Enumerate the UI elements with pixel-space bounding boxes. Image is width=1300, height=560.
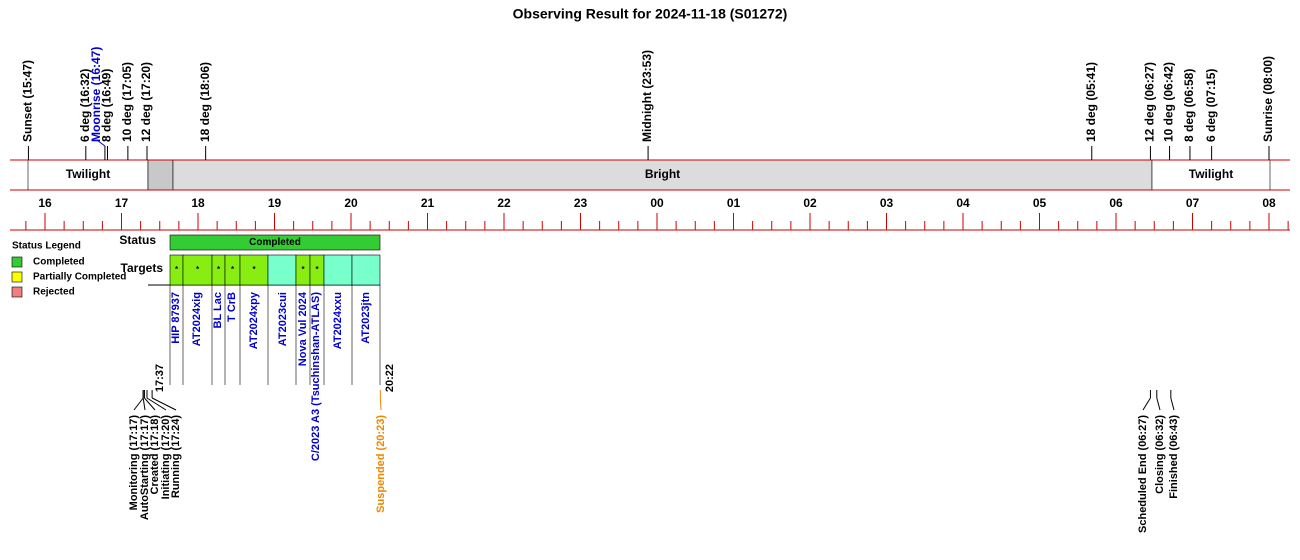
target-mark: * bbox=[315, 265, 319, 274]
leader bbox=[151, 397, 177, 411]
start-time: 17:37 bbox=[154, 364, 166, 392]
legend-swatch bbox=[11, 256, 23, 268]
target-name: C/2023 A3 (Tsuchinshan-ATLAS) bbox=[310, 292, 322, 461]
event-label: 6 deg (16:32) bbox=[78, 69, 92, 142]
event-label: Finished (06:43) bbox=[1168, 415, 1180, 499]
event-label: Moonrise (16:47) bbox=[89, 47, 103, 142]
title: Observing Result for 2024-11-18 (S01272) bbox=[513, 6, 788, 22]
event-label: Running (17:24) bbox=[170, 415, 182, 498]
event-label: 18 deg (18:06) bbox=[198, 62, 212, 142]
hour-label: 06 bbox=[1109, 196, 1123, 210]
target-name: BL Lac bbox=[212, 292, 224, 328]
hour-label: 07 bbox=[1186, 196, 1200, 210]
leader bbox=[146, 397, 167, 411]
target-name: Nova Vul 2024 bbox=[297, 291, 309, 366]
legend-label: Completed bbox=[33, 257, 85, 268]
target-mark: * bbox=[217, 265, 221, 274]
event-label: 10 deg (17:05) bbox=[120, 62, 134, 142]
target-name: AT2024xig bbox=[191, 292, 203, 346]
event-label: Sunrise (08:00) bbox=[1261, 56, 1275, 142]
event-label: Scheduled End (06:27) bbox=[1137, 415, 1149, 533]
legend-swatch bbox=[11, 286, 23, 298]
event-label: Sunset (15:47) bbox=[21, 60, 35, 142]
band-label: Twilight bbox=[1189, 167, 1233, 181]
leader bbox=[96, 139, 106, 147]
band-label: Twilight bbox=[66, 167, 110, 181]
target-name: AT2024xxu bbox=[332, 292, 344, 349]
event-label: 12 deg (17:20) bbox=[139, 62, 153, 142]
target-name: AT2023cui bbox=[277, 292, 289, 346]
leader bbox=[133, 397, 144, 411]
band bbox=[172, 159, 1153, 191]
hour-label: 18 bbox=[191, 196, 205, 210]
hour-label: 05 bbox=[1033, 196, 1047, 210]
hour-label: 20 bbox=[344, 196, 358, 210]
band bbox=[27, 159, 149, 191]
band bbox=[147, 159, 174, 191]
hour-label: 19 bbox=[268, 196, 282, 210]
legend-label: Partially Completed bbox=[33, 272, 126, 283]
event-label: 10 deg (06:42) bbox=[1162, 62, 1176, 142]
target-name: T CrB bbox=[226, 292, 238, 322]
target-mark: * bbox=[175, 265, 179, 274]
hour-label: 00 bbox=[650, 196, 664, 210]
event-label: Initiating (17:20) bbox=[160, 415, 172, 500]
target-name: AT2023jtn bbox=[360, 292, 372, 344]
hour-label: 16 bbox=[38, 196, 52, 210]
event-label: 8 deg (16:49) bbox=[100, 69, 114, 142]
target-cell bbox=[182, 254, 213, 286]
legend-swatch bbox=[11, 271, 23, 283]
event-label: Suspended (20:23) bbox=[375, 415, 387, 513]
event-label: Monitoring (17:17) bbox=[128, 415, 140, 511]
leader bbox=[144, 397, 156, 411]
event-label: 8 deg (06:58) bbox=[1182, 69, 1196, 142]
leader bbox=[379, 397, 382, 411]
target-mark: * bbox=[196, 265, 200, 274]
target-mark: * bbox=[252, 265, 256, 274]
event-label: 6 deg (07:15) bbox=[1204, 69, 1218, 142]
event-label: Closing (06:32) bbox=[1154, 415, 1166, 494]
leader bbox=[1170, 397, 1175, 411]
target-cell bbox=[351, 254, 381, 286]
hour-label: 17 bbox=[115, 196, 129, 210]
target-name: HIP 87937 bbox=[170, 292, 182, 344]
target-mark: * bbox=[301, 265, 305, 274]
event-label: Created (17:18) bbox=[149, 415, 161, 495]
hour-label: 08 bbox=[1262, 196, 1276, 210]
target-cell bbox=[323, 254, 353, 286]
leader bbox=[1156, 397, 1161, 411]
event-label: 12 deg (06:27) bbox=[1143, 62, 1157, 142]
target-mark: * bbox=[231, 265, 235, 274]
end-time: 20:22 bbox=[384, 364, 396, 392]
hour-label: 02 bbox=[803, 196, 817, 210]
hour-label: 22 bbox=[497, 196, 511, 210]
hour-label: 01 bbox=[727, 196, 741, 210]
hour-label: 03 bbox=[880, 196, 894, 210]
hour-label: 04 bbox=[956, 196, 970, 210]
targets-label: Targets bbox=[121, 261, 164, 275]
target-name: AT2024xpy bbox=[248, 291, 260, 349]
event-label: 18 deg (05:41) bbox=[1084, 62, 1098, 142]
legend-title: Status Legend bbox=[12, 241, 81, 252]
hour-label: 23 bbox=[574, 196, 588, 210]
hour-label: 21 bbox=[421, 196, 435, 210]
legend-label: Rejected bbox=[33, 287, 75, 298]
status-value: Completed bbox=[249, 237, 301, 248]
leader bbox=[1142, 397, 1151, 411]
leader bbox=[142, 397, 146, 411]
event-label: AutoStarting (17:17) bbox=[139, 415, 151, 520]
event-label: Midnight (23:53) bbox=[640, 50, 654, 142]
status-bar bbox=[169, 234, 381, 251]
target-cell bbox=[267, 254, 297, 286]
band-label: Bright bbox=[645, 167, 680, 181]
status-label: Status bbox=[119, 233, 156, 247]
